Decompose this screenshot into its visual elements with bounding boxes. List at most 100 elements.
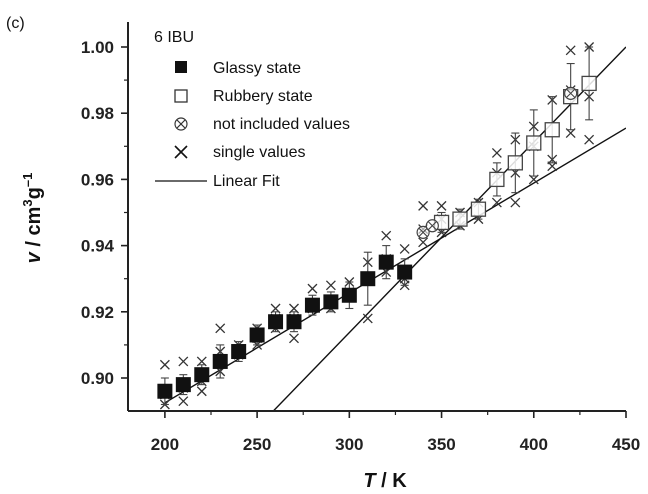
x-axis-title: T / K [363,470,407,492]
x-mark-stroke [215,323,226,334]
single-value-point [362,313,373,324]
legend-label-linear-fit: Linear Fit [213,173,280,190]
rubbery-point [452,211,468,227]
not-included-point [425,219,439,233]
glassy-point [249,327,265,343]
single-value-point [565,45,576,56]
plot-area [157,42,626,411]
x-mark-stroke [565,45,576,56]
y-tick-label: 0.96 [81,170,114,189]
rubbery-point [489,171,505,188]
single-value-point [307,283,318,294]
y-axis-title: v / cm3g–1 [20,173,45,264]
single-value-point [178,396,189,407]
single-value-point [399,243,410,254]
y-tick-label: 1.00 [81,38,114,57]
single-value-point [491,147,502,158]
glassy-point [341,287,357,303]
y-tick-label: 0.90 [81,369,114,388]
x-mark-stroke [325,280,336,291]
single-value-point [215,323,226,334]
x-mark-stroke [584,134,595,145]
x-tick-label: 250 [243,435,271,454]
legend-title: 6 IBU [154,29,194,46]
x-tick-label: 450 [612,435,640,454]
rubbery-point [544,122,560,138]
legend-label-rubbery: Rubbery state [213,88,313,105]
glassy-point [157,383,173,399]
glassy-point [194,367,210,383]
axis-ticks: 200 250 300 350 400 450 0.90 0.92 0.94 0.96 0.98 1.… [81,38,640,454]
glassy-point [360,271,376,287]
x-mark-stroke [196,386,207,397]
single-value-point [325,280,336,291]
y-tick-label: 0.92 [81,303,114,322]
x-mark-stroke [178,396,189,407]
rubbery-point [526,135,542,151]
x-mark-stroke [418,237,429,248]
single-value-point [584,134,595,145]
single-value-point [491,197,502,208]
x-mark-stroke [418,200,429,211]
legend-item-glassy: Glassy state [175,60,301,77]
glassy-point [231,344,247,360]
single-value-point [381,230,392,241]
x-mark-stroke [566,88,576,98]
x-mark-icon [174,145,188,159]
legend: 6 IBU Glassy state Rubbery state not inc… [154,29,350,190]
x-mark-stroke [159,359,170,370]
single-value-point [196,386,207,397]
not-included-point [564,86,578,100]
single-value-point [436,200,447,211]
x-tick-label: 200 [151,435,179,454]
x-mark-stroke [381,230,392,241]
rubbery-point [507,155,523,171]
single-value-point [418,237,429,248]
legend-item-linear-fit: Linear Fit [155,173,280,190]
glassy-point [323,294,339,310]
not-included-point [416,225,430,239]
open-square-icon [174,89,188,103]
legend-item-not-included: not included values [174,116,350,133]
glassy-point [286,314,302,330]
legend-label-not-included: not included values [213,116,350,133]
x-mark-stroke [510,197,521,208]
single-value-point [178,356,189,367]
x-mark-stroke [418,227,428,237]
x-mark-stroke [491,147,502,158]
glassy-point [397,264,413,280]
rubbery-point [470,201,487,217]
single-value-point [418,200,429,211]
rubbery-point [581,75,597,92]
x-mark-stroke [307,283,318,294]
linear-fit-line [164,127,626,404]
linear-fit-line [272,46,626,411]
x-mark-stroke [362,313,373,324]
x-mark-stroke [399,243,410,254]
x-tick-label: 300 [335,435,363,454]
glassy-point [175,377,191,393]
y-tick-label: 0.94 [81,237,115,256]
legend-label-single-values: single values [213,144,306,161]
glassy-point [212,353,228,369]
y-tick-label: 0.98 [81,104,114,123]
legend-label-glassy: Glassy state [213,60,301,77]
panel-label: (c) [6,15,25,32]
legend-item-rubbery: Rubbery state [174,88,313,105]
single-value-point [510,197,521,208]
x-mark-stroke [436,200,447,211]
single-value-point [289,333,299,344]
glassy-point [268,314,284,330]
glassy-point [378,254,394,270]
x-mark-stroke [427,221,437,231]
single-value-point [159,359,170,370]
x-mark-stroke [289,333,299,344]
filled-square-icon [175,61,187,73]
x-mark-stroke [178,356,189,367]
x-mark-stroke [491,197,502,208]
x-tick-label: 400 [520,435,548,454]
legend-item-single-values: single values [174,144,306,161]
glassy-point [304,297,320,313]
circled-x-icon [174,117,188,131]
